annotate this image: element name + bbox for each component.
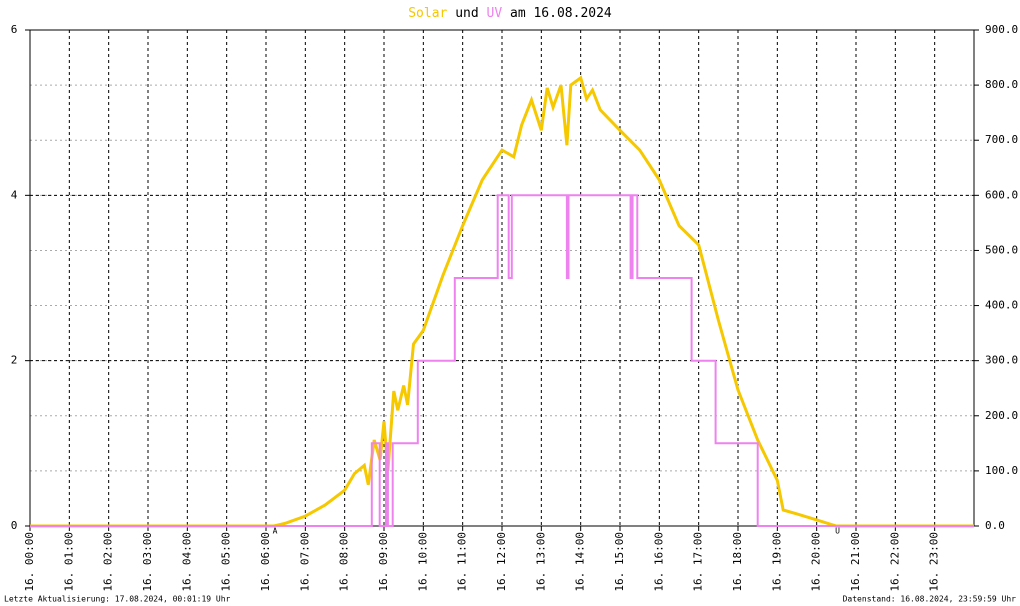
plot-frame xyxy=(29,29,975,527)
y2-tick-label: 600.0 xyxy=(985,188,1018,201)
x-tick-label: 16. 01:00 xyxy=(62,532,75,592)
x-tick-label: 16. 08:00 xyxy=(338,532,351,592)
y2-tick-label: 800.0 xyxy=(985,78,1018,91)
x-tick-label: 16. 02:00 xyxy=(102,532,115,592)
x-tick-label: 16. 14:00 xyxy=(574,532,587,592)
chart-title: Solar und UV am 16.08.2024 xyxy=(408,6,612,21)
y-tick-label: 2 xyxy=(11,354,18,367)
footer-right: Datenstand: 16.08.2024, 23:59:59 Uhr xyxy=(843,595,1017,604)
y2-tick-label: 200.0 xyxy=(985,409,1018,422)
x-tick-label: 16. 23:00 xyxy=(928,532,941,592)
x-tick-label: 16. 12:00 xyxy=(495,532,508,592)
y2-tick-label: 300.0 xyxy=(985,354,1018,367)
y-tick-label: 6 xyxy=(11,23,18,36)
x-tick-label: 16. 16:00 xyxy=(652,532,665,592)
y2-tick-label: 700.0 xyxy=(985,133,1018,146)
legend-entry: UV xyxy=(487,6,503,21)
series-line xyxy=(30,75,974,528)
x-tick-label: 16. 04:00 xyxy=(180,532,193,592)
x-tick-label: 16. 19:00 xyxy=(770,532,783,592)
x-tick-label: 16. 13:00 xyxy=(534,532,547,592)
annotation: A xyxy=(273,527,278,536)
x-tick-label: 16. 06:00 xyxy=(259,532,272,592)
x-tick-label: 16. 18:00 xyxy=(731,532,744,592)
y2-tick-label: 400.0 xyxy=(985,299,1018,312)
title-text: am 16.08.2024 xyxy=(510,6,612,21)
legend-entry: Solar xyxy=(408,6,447,21)
y2-tick-label: 100.0 xyxy=(985,464,1018,477)
x-tick-label: 16. 20:00 xyxy=(810,532,823,592)
x-tick-label: 16. 21:00 xyxy=(849,532,862,592)
y-tick-label: 0 xyxy=(11,519,18,532)
y2-tick-label: 900.0 xyxy=(985,23,1018,36)
title-text: und xyxy=(455,6,478,21)
x-tick-label: 16. 17:00 xyxy=(692,532,705,592)
x-tick-label: 16. 05:00 xyxy=(220,532,233,592)
x-tick-label: 16. 10:00 xyxy=(416,532,429,592)
annotation: U xyxy=(835,527,840,536)
x-tick-label: 16. 03:00 xyxy=(141,532,154,592)
y2-tick-label: 500.0 xyxy=(985,243,1018,256)
x-tick-label: 16. 22:00 xyxy=(888,532,901,592)
series-line xyxy=(30,194,974,527)
x-tick-label: 16. 00:00 xyxy=(23,532,36,592)
y-tick-label: 4 xyxy=(11,188,18,201)
footer-left: Letzte Aktualisierung: 17.08.2024, 00:01… xyxy=(4,595,231,604)
y2-tick-label: 0.0 xyxy=(985,519,1005,532)
x-tick-label: 16. 11:00 xyxy=(456,532,469,592)
x-tick-label: 16. 09:00 xyxy=(377,532,390,592)
x-tick-label: 16. 07:00 xyxy=(298,532,311,592)
x-tick-label: 16. 15:00 xyxy=(613,532,626,592)
